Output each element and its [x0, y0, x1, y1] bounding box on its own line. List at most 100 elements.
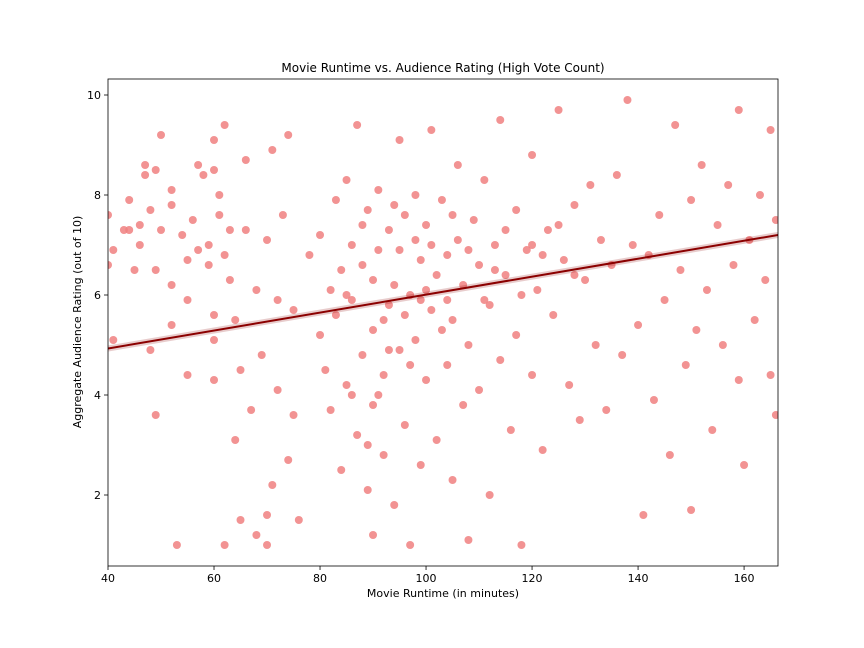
point [681, 361, 690, 369]
point [676, 266, 685, 274]
point [517, 291, 526, 299]
point [400, 211, 409, 219]
point [533, 286, 542, 294]
point [379, 316, 388, 324]
point [512, 206, 521, 214]
point [204, 261, 213, 269]
point [708, 426, 717, 434]
plot-frame [107, 78, 779, 567]
point [273, 386, 282, 394]
point [581, 276, 590, 284]
point [326, 286, 335, 294]
point [358, 261, 367, 269]
x-tick-label: 120 [522, 572, 543, 585]
point [528, 241, 537, 249]
point [210, 136, 219, 144]
point [135, 221, 144, 229]
point [549, 311, 558, 319]
point [278, 211, 287, 219]
point [220, 121, 229, 129]
point [125, 196, 134, 204]
point [718, 341, 727, 349]
point [570, 201, 579, 209]
point [369, 531, 378, 539]
point [411, 236, 420, 244]
y-tick-label: 2 [94, 489, 101, 502]
point [358, 351, 367, 359]
point [289, 411, 298, 419]
point [671, 121, 680, 129]
point [687, 506, 696, 514]
point [146, 206, 155, 214]
point [284, 131, 293, 139]
chart-title: Movie Runtime vs. Audience Rating (High … [281, 61, 604, 75]
point [347, 296, 356, 304]
point [257, 351, 266, 359]
point [400, 311, 409, 319]
point [331, 196, 340, 204]
point [263, 236, 272, 244]
point [289, 306, 298, 314]
point [331, 311, 340, 319]
y-tick-label: 4 [94, 389, 101, 402]
point [395, 136, 404, 144]
point [384, 301, 393, 309]
point [496, 356, 505, 364]
point [374, 186, 383, 194]
point [369, 401, 378, 409]
point [157, 131, 166, 139]
point [713, 221, 722, 229]
point [220, 541, 229, 549]
point [475, 386, 484, 394]
point [390, 281, 399, 289]
point [411, 336, 420, 344]
point [263, 541, 272, 549]
x-tick-label: 160 [734, 572, 755, 585]
point [602, 406, 611, 414]
point [443, 251, 452, 259]
point [406, 541, 415, 549]
point [427, 126, 436, 134]
point [687, 196, 696, 204]
point [485, 491, 494, 499]
point [225, 276, 234, 284]
point [384, 226, 393, 234]
point [284, 456, 293, 464]
point [501, 271, 510, 279]
point [761, 276, 770, 284]
point [210, 311, 219, 319]
point [734, 376, 743, 384]
point [596, 236, 605, 244]
point [422, 286, 431, 294]
point [379, 371, 388, 379]
point [554, 106, 563, 114]
point [406, 361, 415, 369]
point [231, 316, 240, 324]
point [347, 241, 356, 249]
point [729, 261, 738, 269]
x-tick-label: 40 [101, 572, 115, 585]
point [422, 221, 431, 229]
point [390, 201, 399, 209]
point [172, 541, 181, 549]
point [660, 296, 669, 304]
point [448, 316, 457, 324]
point [496, 116, 505, 124]
point [225, 226, 234, 234]
point [395, 346, 404, 354]
point [183, 256, 192, 264]
point [151, 411, 160, 419]
point [538, 251, 547, 259]
point [591, 341, 600, 349]
point [374, 391, 383, 399]
point [108, 261, 112, 269]
point [167, 321, 176, 329]
point [210, 336, 219, 344]
point [490, 241, 499, 249]
point [416, 296, 425, 304]
point [586, 181, 595, 189]
point [342, 381, 351, 389]
point [268, 146, 277, 154]
point [485, 301, 494, 309]
